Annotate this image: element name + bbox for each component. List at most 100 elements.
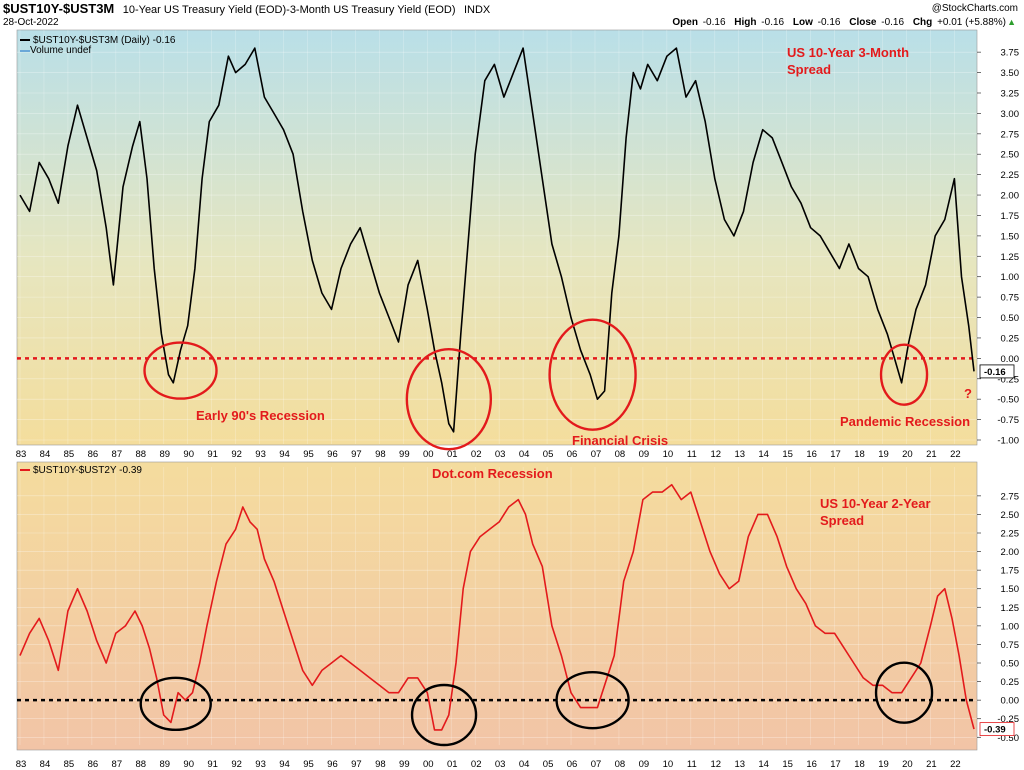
chart-header: $UST10Y-$UST3M 10-Year US Treasury Yield… <box>3 0 1018 28</box>
p2-xtick-label: 91 <box>207 759 218 770</box>
p1-ytick-label: -0.25 <box>997 374 1019 385</box>
panel1-x-axis: 83 84 85 86 87 88 89 90 91 92 93 94 95 96 97 98 99 00 01 02… <box>16 449 961 460</box>
panel1-series-line <box>19 47 975 433</box>
svg-text:-0.39: -0.39 <box>984 725 1006 736</box>
p1-xtick-label: 02 <box>471 449 482 460</box>
p2-ytick-label: -0.25 <box>997 714 1019 725</box>
p1-xtick-label: 87 <box>112 449 123 460</box>
panel2-legend: $UST10Y-$UST2Y -0.39 <box>20 465 142 476</box>
p2-xtick-label: 87 <box>112 759 123 770</box>
p2-xtick-label: 02 <box>471 759 482 770</box>
chart-date: 28-Oct-2022 <box>3 17 59 28</box>
p2-recession-circle <box>139 676 212 732</box>
p1-xtick-label: 22 <box>950 449 961 460</box>
p1-xtick-label: 05 <box>543 449 554 460</box>
annotation-3month-spread: Spread <box>787 62 831 77</box>
p1-xtick-label: 15 <box>782 449 793 460</box>
p2-xtick-label: 88 <box>135 759 146 770</box>
p2-xtick-label: 13 <box>734 759 745 770</box>
svg-text:-0.16: -0.16 <box>984 367 1006 378</box>
p1-ytick-label: -1.00 <box>997 436 1019 447</box>
p2-xtick-label: 09 <box>639 759 650 770</box>
p1-ytick-label: 3.25 <box>1001 88 1020 99</box>
panel2-x-axis: 83 84 85 86 87 88 89 90 91 92 93 94 95 96 97 98 99 00 01 02… <box>16 759 961 770</box>
p2-xtick-label: 83 <box>16 759 27 770</box>
p1-xtick-label: 19 <box>878 449 889 460</box>
p2-xtick-label: 03 <box>495 759 506 770</box>
p1-xtick-label: 11 <box>687 449 697 460</box>
p1-ytick-label: 1.75 <box>1001 211 1020 222</box>
p1-recession-circle <box>879 343 929 406</box>
ohlc-close-value: -0.16 <box>881 17 904 28</box>
p2-xtick-label: 93 <box>255 759 266 770</box>
p1-xtick-label: 94 <box>279 449 290 460</box>
p2-xtick-label: 06 <box>567 759 578 770</box>
p2-xtick-label: 12 <box>710 759 721 770</box>
p1-ytick-label: -0.75 <box>997 415 1019 426</box>
p2-xtick-label: 05 <box>543 759 554 770</box>
annotation-2year-title: US 10-Year 2-Year <box>820 496 931 511</box>
ohlc-open-label: Open <box>672 17 698 28</box>
p1-xtick-label: 06 <box>567 449 578 460</box>
p1-ytick-label: 0.75 <box>1001 293 1020 304</box>
p2-xtick-label: 15 <box>782 759 793 770</box>
copyright-text: @StockCharts.com <box>932 3 1018 14</box>
p1-ytick-label: 0.50 <box>1001 313 1020 324</box>
panel1-legend: $UST10Y-$UST3M (Daily) -0.16 Volume unde… <box>20 35 176 56</box>
ohlc-close-label: Close <box>849 17 877 28</box>
p2-xtick-label: 21 <box>926 759 937 770</box>
p2-xtick-label: 16 <box>806 759 817 770</box>
p1-ytick-label: 1.25 <box>1001 252 1020 263</box>
p1-xtick-label: 18 <box>854 449 865 460</box>
legend-volume: Volume undef <box>30 45 91 56</box>
p2-recession-circle <box>874 661 934 724</box>
p2-ytick-label: 0.00 <box>1001 696 1020 707</box>
p2-xtick-label: 18 <box>854 759 865 770</box>
panel1-background <box>16 29 978 446</box>
p1-recession-circle <box>548 318 637 431</box>
p2-ytick-label: 0.50 <box>1001 659 1020 670</box>
p1-xtick-label: 83 <box>16 449 27 460</box>
p2-ytick-label: 2.25 <box>1001 529 1020 540</box>
p2-xtick-label: 94 <box>279 759 290 770</box>
p2-xtick-label: 14 <box>758 759 769 770</box>
panel-3month-spread: 3.75 3.50 3.25 3.00 2.75 2.50 2.25 2.00 1.75 1.50… <box>16 29 1020 460</box>
p1-xtick-label: 09 <box>639 449 650 460</box>
p2-xtick-label: 97 <box>351 759 362 770</box>
up-arrow-icon: ▲ <box>1007 17 1016 27</box>
annotation-3month-title: US 10-Year 3-Month <box>787 45 909 60</box>
p2-ytick-label: 1.50 <box>1001 584 1020 595</box>
annotation-pandemic: Pandemic Recession <box>840 414 970 429</box>
panel1-last-value-badge: -0.16 <box>979 364 1015 379</box>
p2-ytick-label: 0.75 <box>1001 640 1020 651</box>
p2-xtick-label: 19 <box>878 759 889 770</box>
p1-xtick-label: 03 <box>495 449 506 460</box>
symbol-title: $UST10Y-$UST3M <box>3 1 114 16</box>
svg-text:$UST10Y-$UST3M 10-Year U: $UST10Y-$UST3M 10-Year US Treasury Yield… <box>3 0 491 17</box>
p2-xtick-label: 98 <box>375 759 386 770</box>
p2-ytick-label: 2.75 <box>1001 491 1020 502</box>
annotation-dotcom: Dot.com Recession <box>432 466 553 481</box>
p1-xtick-label: 20 <box>902 449 913 460</box>
p1-ytick-label: 2.00 <box>1001 191 1020 202</box>
p2-xtick-label: 00 <box>423 759 434 770</box>
panel2-last-value-badge: -0.39 <box>979 722 1015 737</box>
p2-ytick-label: 1.75 <box>1001 566 1020 577</box>
p1-ytick-label: 3.75 <box>1001 48 1020 59</box>
p1-xtick-label: 85 <box>64 449 75 460</box>
p1-recession-circle <box>405 347 493 451</box>
p2-xtick-label: 99 <box>399 759 410 770</box>
p1-xtick-label: 90 <box>183 449 194 460</box>
p1-xtick-label: 88 <box>135 449 146 460</box>
p2-xtick-label: 84 <box>40 759 51 770</box>
p1-xtick-label: 86 <box>88 449 99 460</box>
p2-recession-circle <box>410 683 478 747</box>
p1-xtick-label: 16 <box>806 449 817 460</box>
ohlc-low-value: -0.16 <box>818 17 841 28</box>
p2-xtick-label: 20 <box>902 759 913 770</box>
panel1-gridlines <box>17 30 977 444</box>
p1-ytick-label: 2.25 <box>1001 170 1020 181</box>
p1-xtick-label: 12 <box>710 449 721 460</box>
p1-ytick-label: -0.50 <box>997 395 1019 406</box>
